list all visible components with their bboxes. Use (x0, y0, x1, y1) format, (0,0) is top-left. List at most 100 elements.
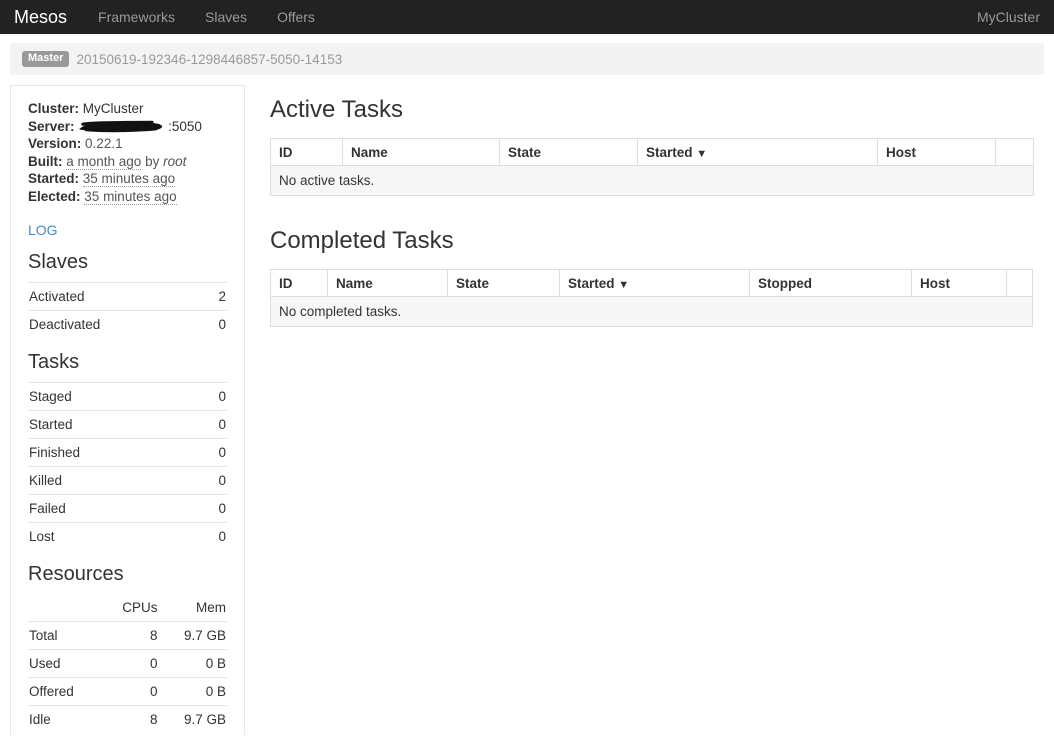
slaves-activated-value: 2 (204, 282, 227, 311)
tasks-finished-value: 0 (196, 438, 227, 467)
table-row: Activated 2 (28, 282, 227, 311)
completed-col-started-label: Started (568, 275, 615, 291)
tasks-started-label: Started (28, 410, 197, 439)
meta-version: Version: 0.22.1 (28, 135, 227, 153)
resources-table: CPUs Mem Total 8 9.7 GB Used 0 0 B Offer… (28, 594, 227, 733)
meta-cluster-value: MyCluster (82, 101, 144, 116)
master-id: 20150619-192346-1298446857-5050-14153 (76, 51, 343, 67)
tasks-killed-label: Killed (28, 466, 197, 495)
navbar-cluster-name[interactable]: MyCluster (976, 9, 1040, 25)
tasks-started-value: 0 (196, 410, 227, 439)
active-tasks-header-row: ID Name State Started ▼ Host (270, 138, 1034, 166)
resources-used-label: Used (28, 649, 101, 678)
meta-server-port: :5050 (168, 118, 202, 134)
table-row: Offered 0 0 B (28, 677, 227, 706)
table-row: Failed 0 (28, 494, 227, 523)
tasks-finished-label: Finished (28, 438, 197, 467)
breadcrumb-wrapper: Master 20150619-192346-1298446857-5050-1… (0, 34, 1054, 75)
meta-started-value: 35 minutes ago (82, 171, 176, 187)
master-badge: Master (22, 51, 70, 67)
sidebar: Cluster: MyCluster Server: :5050 Version… (10, 85, 245, 735)
table-row: Killed 0 (28, 466, 227, 495)
meta-built: Built: a month ago by root (28, 153, 227, 171)
slaves-activated-label: Activated (28, 282, 205, 311)
redacted-hostname (78, 120, 164, 133)
log-link[interactable]: LOG (28, 222, 58, 238)
slaves-table: Activated 2 Deactivated 0 (28, 282, 227, 338)
completed-tasks-empty-message: No completed tasks. (270, 296, 1033, 327)
table-row: Total 8 9.7 GB (28, 621, 227, 650)
active-col-started[interactable]: Started ▼ (637, 138, 878, 166)
meta-started-label: Started: (28, 171, 80, 186)
page-layout: Cluster: MyCluster Server: :5050 Version… (0, 75, 1054, 735)
active-col-state[interactable]: State (499, 138, 638, 166)
slaves-deactivated-value: 0 (204, 310, 227, 338)
completed-col-started[interactable]: Started ▼ (559, 269, 750, 297)
resources-used-cpus: 0 (100, 649, 159, 678)
meta-started: Started: 35 minutes ago (28, 170, 227, 188)
active-tasks-empty-message: No active tasks. (270, 165, 1034, 196)
slaves-heading: Slaves (28, 251, 89, 273)
breadcrumb: Master 20150619-192346-1298446857-5050-1… (10, 43, 1044, 75)
navbar-links: Frameworks Slaves Offers (83, 0, 330, 34)
meta-cluster-label: Cluster: (28, 101, 80, 116)
active-col-host[interactable]: Host (877, 138, 996, 166)
active-tasks-empty-row: No active tasks. (270, 165, 1034, 196)
tasks-table: Staged 0 Started 0 Finished 0 Killed 0 F… (28, 382, 227, 550)
completed-col-state[interactable]: State (447, 269, 560, 297)
tasks-heading: Tasks (28, 351, 80, 373)
resources-idle-mem: 9.7 GB (158, 705, 227, 733)
resources-idle-label: Idle (28, 705, 101, 733)
navbar-brand[interactable]: Mesos (14, 7, 68, 27)
resources-total-cpus: 8 (100, 621, 159, 650)
meta-built-by: by (145, 153, 160, 169)
table-row: Used 0 0 B (28, 649, 227, 678)
resources-offered-label: Offered (28, 677, 101, 706)
meta-cluster: Cluster: MyCluster (28, 100, 227, 118)
completed-tasks-table: ID Name State Started ▼ Stopped Host No … (270, 269, 1033, 327)
completed-tasks-empty-row: No completed tasks. (270, 296, 1033, 327)
meta-version-value: 0.22.1 (85, 136, 123, 151)
resources-heading: Resources (28, 563, 124, 585)
resources-idle-cpus: 8 (100, 705, 159, 733)
table-row: Started 0 (28, 410, 227, 439)
meta-elected: Elected: 35 minutes ago (28, 188, 227, 206)
tasks-lost-value: 0 (196, 522, 227, 550)
active-tasks-heading: Active Tasks (270, 96, 403, 123)
completed-col-stopped[interactable]: Stopped (749, 269, 912, 297)
tasks-staged-value: 0 (196, 382, 227, 411)
nav-item-slaves[interactable]: Slaves (205, 9, 248, 25)
active-col-id[interactable]: ID (270, 138, 343, 166)
tasks-killed-value: 0 (196, 466, 227, 495)
completed-tasks-header-row: ID Name State Started ▼ Stopped Host (270, 269, 1033, 297)
nav-item-frameworks[interactable]: Frameworks (98, 9, 176, 25)
cluster-metadata: Cluster: MyCluster Server: :5050 Version… (28, 100, 227, 205)
tasks-failed-label: Failed (28, 494, 197, 523)
slaves-deactivated-label: Deactivated (28, 310, 205, 338)
completed-col-id[interactable]: ID (270, 269, 328, 297)
completed-col-name[interactable]: Name (327, 269, 448, 297)
navbar: Mesos Frameworks Slaves Offers MyCluster (0, 0, 1054, 34)
table-row: Idle 8 9.7 GB (28, 705, 227, 733)
tasks-failed-value: 0 (196, 494, 227, 523)
active-col-actions (995, 138, 1034, 166)
meta-server-label: Server: (28, 118, 75, 134)
resources-header-cpus: CPUs (122, 600, 158, 615)
resources-header-row: CPUs Mem (28, 594, 227, 622)
meta-server: Server: :5050 (28, 118, 227, 136)
meta-built-value: a month ago (66, 153, 142, 170)
table-row: Deactivated 0 (28, 310, 227, 338)
table-row: Lost 0 (28, 522, 227, 550)
sort-descending-icon: ▼ (696, 147, 708, 160)
active-tasks-table: ID Name State Started ▼ Host No active t… (270, 138, 1034, 196)
nav-item-offers[interactable]: Offers (277, 9, 315, 25)
completed-tasks-heading: Completed Tasks (270, 227, 454, 254)
active-col-name[interactable]: Name (342, 138, 500, 166)
table-row: Finished 0 (28, 438, 227, 467)
completed-col-host[interactable]: Host (911, 269, 1007, 297)
active-col-started-label: Started (646, 144, 693, 160)
tasks-lost-label: Lost (28, 522, 197, 550)
resources-total-label: Total (28, 621, 101, 650)
meta-version-label: Version: (28, 136, 82, 151)
resources-used-mem: 0 B (158, 649, 227, 678)
